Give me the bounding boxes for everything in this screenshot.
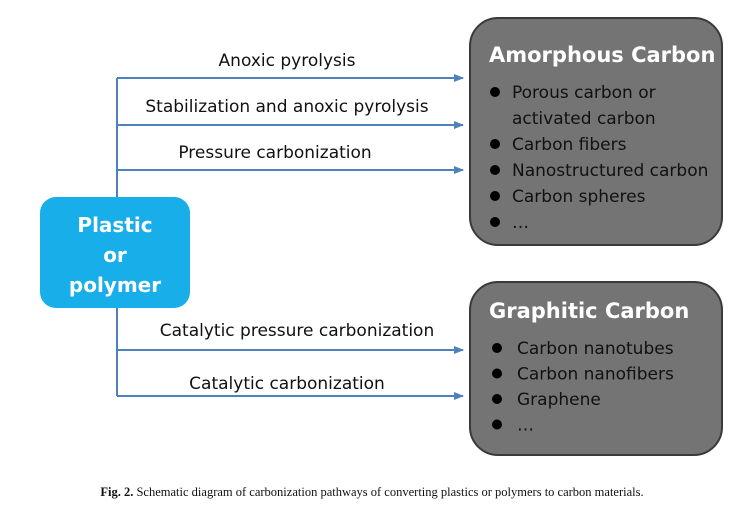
item-text: Carbon spheres (512, 187, 646, 207)
item-list: Carbon nanotubes Carbon nanofibers Graphen… (492, 339, 674, 436)
item-text: Nanostructured carbon (512, 161, 708, 181)
bullet (490, 87, 500, 97)
edge-label: Stabilization and anoxic pyrolysis (145, 97, 428, 117)
target-title: Amorphous Carbon (489, 43, 715, 67)
caption-label: Fig. 2. (100, 485, 133, 499)
connectors (116, 74, 464, 400)
source-label: polymer (69, 273, 161, 297)
source-box (40, 197, 190, 308)
source-label: Plastic (77, 213, 152, 237)
item-text: Carbon fibers (512, 135, 627, 155)
item-text: Carbon nanotubes (517, 339, 674, 359)
bullet (490, 165, 500, 175)
edge-label: Pressure carbonization (178, 143, 371, 163)
edge-label: Anoxic pyrolysis (219, 51, 356, 71)
bullet (490, 139, 500, 149)
edge-label: Catalytic pressure carbonization (160, 321, 434, 341)
item-text: … (517, 416, 534, 436)
item-text: Carbon nanofibers (517, 365, 674, 385)
item-text: Graphene (517, 390, 601, 410)
caption-text: Schematic diagram of carbonization pathw… (136, 485, 643, 499)
caption: Fig. 2. Schematic diagram of carbonizati… (100, 485, 643, 499)
bullet (492, 343, 502, 353)
source-label: or (103, 243, 127, 267)
target-box (469, 281, 723, 456)
item-text: … (512, 213, 529, 233)
bullet (492, 368, 502, 379)
bullet (490, 191, 500, 201)
item-list: Porous carbon or activated carbon Carbon f… (490, 83, 708, 233)
item-text: Porous carbon or (512, 83, 656, 103)
bullet (492, 394, 502, 404)
edge-label: Catalytic carbonization (189, 374, 385, 394)
bullet (490, 217, 500, 227)
target-box (469, 17, 723, 246)
bullet (492, 419, 502, 430)
target-title: Graphitic Carbon (489, 299, 689, 323)
item-text: activated carbon (512, 109, 656, 129)
